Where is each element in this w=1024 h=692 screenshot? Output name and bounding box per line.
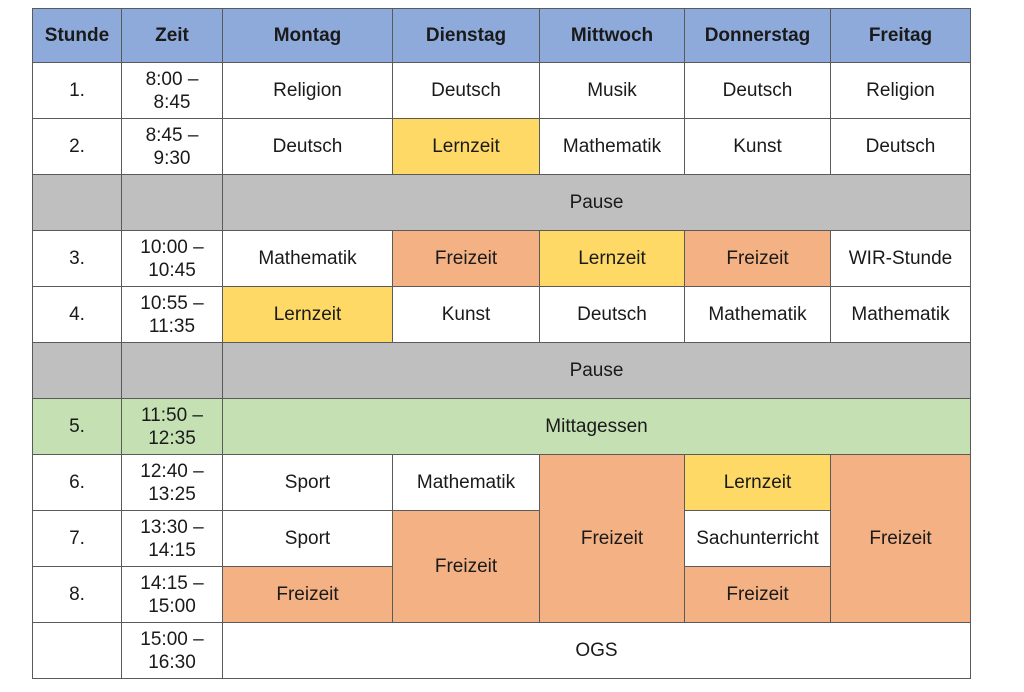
cell-dienstag: Freizeit xyxy=(392,230,540,287)
pause-number-cell xyxy=(32,342,122,399)
table-row: 2. 8:45 – 9:30 Deutsch Lernzeit Mathemat… xyxy=(32,118,971,175)
period-time: 11:50 – 12:35 xyxy=(121,398,223,455)
cell-montag: Freizeit xyxy=(222,566,393,623)
period-number: 4. xyxy=(32,286,122,343)
table-row: 15:00 – 16:30 OGS xyxy=(32,622,971,679)
period-time: 10:00 – 10:45 xyxy=(121,230,223,287)
header-dienstag: Dienstag xyxy=(392,8,540,63)
header-donnerstag: Donnerstag xyxy=(684,8,831,63)
table-row: 4. 10:55 – 11:35 Lernzeit Kunst Deutsch … xyxy=(32,286,971,343)
cell-mittwoch: Deutsch xyxy=(539,286,685,343)
period-time: 14:15 – 15:00 xyxy=(121,566,223,623)
cell-dienstag: Lernzeit xyxy=(392,118,540,175)
period-number: 5. xyxy=(32,398,122,455)
cell-mittwoch: Lernzeit xyxy=(539,230,685,287)
period-time: 8:45 – 9:30 xyxy=(121,118,223,175)
pause-time-cell xyxy=(121,342,223,399)
pause-time-cell xyxy=(121,174,223,231)
period-number: 8. xyxy=(32,566,122,623)
cell-donnerstag: Kunst xyxy=(684,118,831,175)
period-number: 6. xyxy=(32,454,122,511)
period-number xyxy=(32,622,122,679)
mittagessen-label: Mittagessen xyxy=(222,398,971,455)
header-freitag: Freitag xyxy=(830,8,971,63)
cell-montag: Sport xyxy=(222,454,393,511)
cell-freitag: Deutsch xyxy=(830,118,971,175)
cell-donnerstag: Sachunterricht xyxy=(684,510,831,567)
header-stunde: Stunde xyxy=(32,8,122,63)
cell-donnerstag: Mathematik xyxy=(684,286,831,343)
cell-dienstag: Mathematik xyxy=(392,454,540,511)
cell-dienstag: Kunst xyxy=(392,286,540,343)
header-zeit: Zeit xyxy=(121,8,223,63)
period-time: 15:00 – 16:30 xyxy=(121,622,223,679)
cell-donnerstag: Lernzeit xyxy=(684,454,831,511)
header-row: Stunde Zeit Montag Dienstag Mittwoch Don… xyxy=(32,8,971,63)
table-row: 8. 14:15 – 15:00 Freizeit Freizeit xyxy=(32,566,971,623)
cell-mittwoch: Musik xyxy=(539,62,685,119)
pause-label: Pause xyxy=(222,174,971,231)
header-mittwoch: Mittwoch xyxy=(539,8,685,63)
cell-freitag: WIR-Stunde xyxy=(830,230,971,287)
table-row: 6. 12:40 – 13:25 Sport Mathematik Freize… xyxy=(32,454,971,623)
cell-mittwoch: Mathematik xyxy=(539,118,685,175)
period-number: 7. xyxy=(32,510,122,567)
cell-donnerstag: Freizeit xyxy=(684,566,831,623)
period-time: 10:55 – 11:35 xyxy=(121,286,223,343)
cell-montag: Religion xyxy=(222,62,393,119)
cell-freitag: Religion xyxy=(830,62,971,119)
timetable: Stunde Zeit Montag Dienstag Mittwoch Don… xyxy=(32,8,971,679)
table-row: 1. 8:00 – 8:45 Religion Deutsch Musik De… xyxy=(32,62,971,119)
pause-row: Pause xyxy=(32,342,971,399)
pause-number-cell xyxy=(32,174,122,231)
table-row: 5. 11:50 – 12:35 Mittagessen xyxy=(32,398,971,455)
period-number: 3. xyxy=(32,230,122,287)
cell-donnerstag: Deutsch xyxy=(684,62,831,119)
header-montag: Montag xyxy=(222,8,393,63)
cell-donnerstag: Freizeit xyxy=(684,230,831,287)
pause-label: Pause xyxy=(222,342,971,399)
cell-montag: Sport xyxy=(222,510,393,567)
period-time: 12:40 – 13:25 xyxy=(121,454,223,511)
cell-montag: Lernzeit xyxy=(222,286,393,343)
cell-dienstag: Freizeit xyxy=(392,510,540,623)
pause-row: Pause xyxy=(32,174,971,231)
table-row: 3. 10:00 – 10:45 Mathematik Freizeit Ler… xyxy=(32,230,971,287)
period-time: 8:00 – 8:45 xyxy=(121,62,223,119)
cell-freitag: Mathematik xyxy=(830,286,971,343)
cell-montag: Mathematik xyxy=(222,230,393,287)
ogs-label: OGS xyxy=(222,622,971,679)
table-row: 7. 13:30 – 14:15 Sport Freizeit Sachunte… xyxy=(32,510,971,623)
cell-mittwoch: Freizeit xyxy=(539,454,685,623)
period-number: 1. xyxy=(32,62,122,119)
cell-freitag: Freizeit xyxy=(830,454,971,623)
period-time: 13:30 – 14:15 xyxy=(121,510,223,567)
period-number: 2. xyxy=(32,118,122,175)
cell-dienstag: Deutsch xyxy=(392,62,540,119)
cell-montag: Deutsch xyxy=(222,118,393,175)
